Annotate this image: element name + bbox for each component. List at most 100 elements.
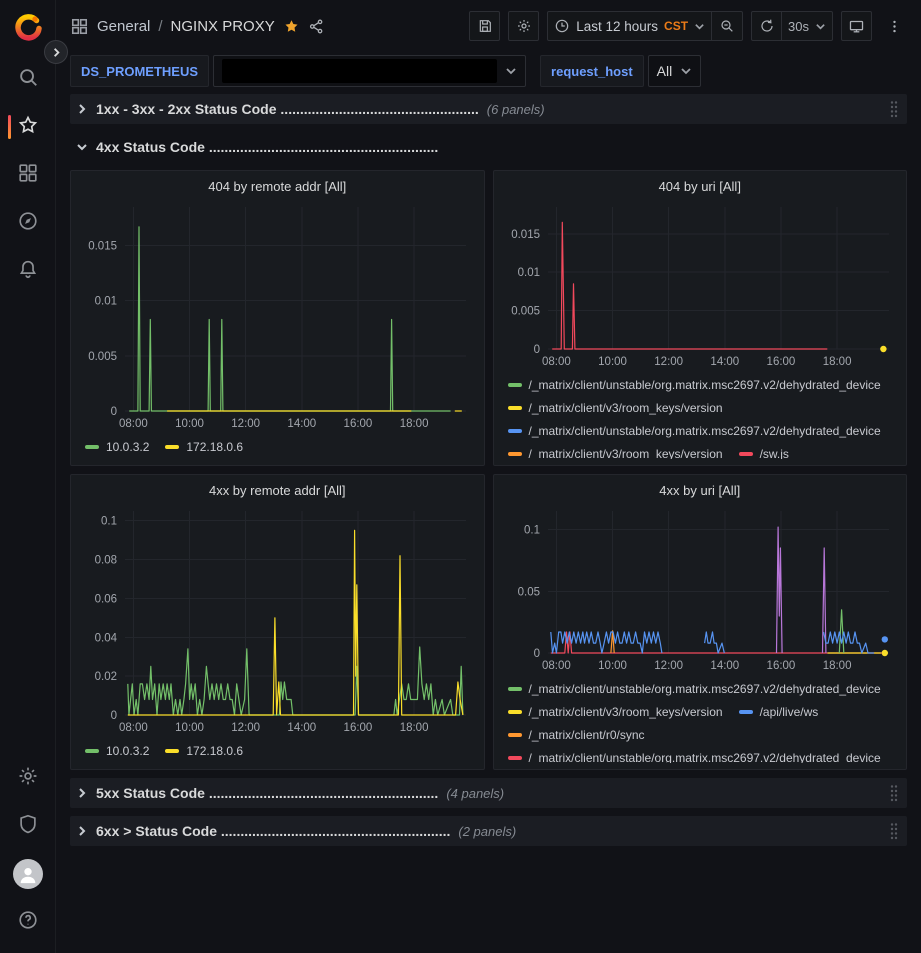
legend-item[interactable]: /api/live/ws — [739, 700, 819, 723]
dashboard-canvas: 1xx - 3xx - 2xx Status Code ............… — [56, 90, 921, 953]
panel-title[interactable]: 4xx by uri [All] — [502, 479, 899, 503]
dashboard-settings-button[interactable] — [508, 11, 539, 41]
sidebar-item-search[interactable] — [0, 55, 56, 103]
panel-title[interactable]: 404 by uri [All] — [502, 175, 899, 199]
svg-text:0.04: 0.04 — [95, 632, 118, 644]
row-5xx-status-code[interactable]: 5xx Status Code ........................… — [70, 778, 907, 808]
chart-legend: 10.0.3.2 172.18.0.6 — [79, 433, 476, 459]
sidebar-item-dashboards[interactable] — [0, 151, 56, 199]
breadcrumb-dashboard-title[interactable]: NGINX PROXY — [171, 18, 275, 35]
variable-datasource: DS_PROMETHEUS — [70, 55, 526, 87]
legend-swatch — [165, 445, 179, 449]
question-circle-icon — [17, 909, 39, 936]
datasource-select[interactable] — [213, 55, 526, 87]
grafana-logo-icon[interactable] — [13, 11, 43, 41]
legend-item[interactable]: /_matrix/client/r0/sync — [508, 723, 645, 746]
variable-request-host: request_host All — [540, 55, 701, 87]
legend-item[interactable]: /_matrix/client/unstable/org.matrix.msc2… — [508, 746, 881, 763]
legend-item[interactable]: /sw.js — [739, 442, 789, 459]
refresh-button[interactable] — [751, 11, 782, 41]
variable-label-request-host[interactable]: request_host — [540, 55, 644, 87]
sidebar-item-configuration[interactable] — [0, 754, 56, 802]
variable-label-ds-prometheus[interactable]: DS_PROMETHEUS — [70, 55, 209, 87]
svg-text:0.01: 0.01 — [95, 296, 117, 308]
row-6xx-status-code[interactable]: 6xx > Status Code ......................… — [70, 816, 907, 846]
svg-text:08:00: 08:00 — [119, 418, 148, 430]
sidebar-nav-bottom — [0, 754, 56, 953]
sidebar-item-help[interactable] — [0, 898, 56, 946]
legend-swatch — [165, 749, 179, 753]
sidebar-nav-top — [0, 55, 56, 295]
timeseries-chart: 08:0010:0012:0014:0016:0018:0000.050.1 — [502, 503, 899, 675]
legend-item[interactable]: /_matrix/client/v3/room_keys/version — [508, 442, 723, 459]
search-icon — [17, 66, 39, 93]
legend-item[interactable]: 172.18.0.6 — [165, 435, 243, 458]
request-host-select[interactable]: All — [648, 55, 702, 87]
legend-label: /_matrix/client/unstable/org.matrix.msc2… — [529, 378, 881, 392]
legend-item[interactable]: 10.0.3.2 — [85, 739, 149, 762]
legend-swatch — [508, 710, 522, 714]
legend-label: /_matrix/client/r0/sync — [529, 728, 645, 742]
tv-mode-button[interactable] — [841, 11, 872, 41]
svg-text:14:00: 14:00 — [710, 660, 739, 672]
zoom-out-time-button[interactable] — [712, 11, 743, 41]
svg-text:0: 0 — [111, 406, 117, 418]
drag-handle-icon[interactable] — [889, 822, 899, 840]
time-range-button[interactable]: Last 12 hours CST — [547, 11, 712, 41]
panel-title[interactable]: 404 by remote addr [All] — [79, 175, 476, 199]
row-1xx-3xx-2xx-status-code[interactable]: 1xx - 3xx - 2xx Status Code ............… — [70, 94, 907, 124]
sidebar-item-profile[interactable] — [0, 850, 56, 898]
shield-icon — [17, 813, 39, 840]
row-title: 5xx Status Code ........................… — [96, 785, 438, 801]
refresh-interval-button[interactable]: 30s — [782, 11, 833, 41]
save-dashboard-button[interactable] — [469, 11, 500, 41]
svg-text:0: 0 — [533, 344, 539, 356]
legend-item[interactable]: /_matrix/client/unstable/org.matrix.msc2… — [508, 419, 881, 442]
share-icon[interactable] — [308, 18, 325, 35]
svg-text:08:00: 08:00 — [119, 722, 148, 734]
svg-text:10:00: 10:00 — [175, 722, 204, 734]
legend-swatch — [85, 445, 99, 449]
grafana-app: General / NGINX PROXY — [0, 0, 921, 953]
svg-text:18:00: 18:00 — [400, 418, 429, 430]
sidebar-item-starred[interactable] — [0, 103, 56, 151]
svg-text:18:00: 18:00 — [822, 356, 851, 368]
svg-text:18:00: 18:00 — [822, 660, 851, 672]
svg-text:18:00: 18:00 — [400, 722, 429, 734]
kebab-menu-icon[interactable] — [880, 11, 909, 41]
favorite-star-icon[interactable] — [283, 18, 300, 35]
legend-swatch — [508, 756, 522, 760]
breadcrumb: General / NGINX PROXY — [70, 17, 325, 36]
chart-svg: 08:0010:0012:0014:0016:0018:0000.050.1 — [502, 503, 899, 675]
chart-svg: 08:0010:0012:0014:0016:0018:0000.0050.01… — [502, 199, 899, 371]
legend-swatch — [508, 429, 522, 433]
panel-title[interactable]: 4xx by remote addr [All] — [79, 479, 476, 503]
legend-item[interactable]: 172.18.0.6 — [165, 739, 243, 762]
svg-text:0.015: 0.015 — [88, 241, 117, 253]
sidebar-item-alerting[interactable] — [0, 247, 56, 295]
row-4xx-status-code[interactable]: 4xx Status Code ........................… — [70, 132, 907, 162]
drag-handle-icon[interactable] — [889, 784, 899, 802]
chart-legend: /_matrix/client/unstable/org.matrix.msc2… — [502, 371, 899, 459]
chevron-right-icon — [76, 825, 88, 837]
sidebar-item-server-admin[interactable] — [0, 802, 56, 850]
sidebar-item-explore[interactable] — [0, 199, 56, 247]
svg-text:10:00: 10:00 — [598, 356, 627, 368]
sidebar-expand-button[interactable] — [44, 40, 68, 64]
legend-item[interactable]: /_matrix/client/unstable/org.matrix.msc2… — [508, 677, 881, 700]
svg-text:08:00: 08:00 — [542, 356, 571, 368]
timeseries-chart: 08:0010:0012:0014:0016:0018:0000.0050.01… — [79, 199, 476, 433]
breadcrumb-folder[interactable]: General — [97, 18, 150, 35]
legend-label: /_matrix/client/unstable/org.matrix.msc2… — [529, 424, 881, 438]
drag-handle-icon[interactable] — [889, 100, 899, 118]
legend-item[interactable]: /_matrix/client/unstable/org.matrix.msc2… — [508, 373, 881, 396]
legend-item[interactable]: 10.0.3.2 — [85, 435, 149, 458]
legend-label: 172.18.0.6 — [186, 440, 243, 454]
chart-legend: /_matrix/client/unstable/org.matrix.msc2… — [502, 675, 899, 763]
panel-4xx-by-uri: 4xx by uri [All] 08:0010:0012:0014:0016:… — [493, 474, 908, 770]
star-icon — [17, 114, 39, 141]
legend-item[interactable]: /_matrix/client/v3/room_keys/version — [508, 700, 723, 723]
legend-swatch — [739, 710, 753, 714]
legend-item[interactable]: /_matrix/client/v3/room_keys/version — [508, 396, 723, 419]
svg-text:12:00: 12:00 — [231, 722, 260, 734]
